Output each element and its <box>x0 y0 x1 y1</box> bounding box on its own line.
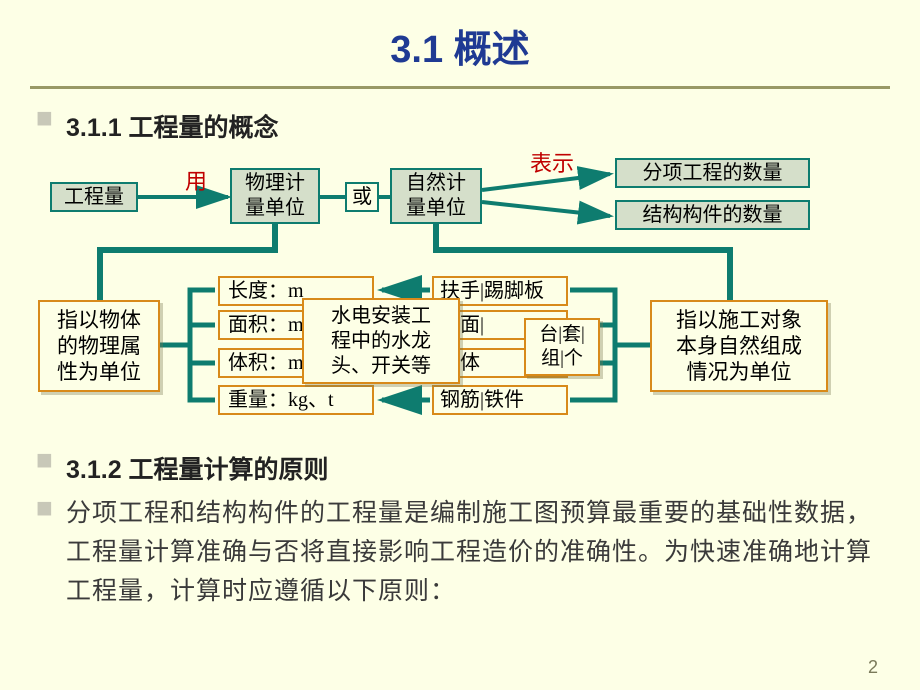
box-fxsl: 分项工程的数量 <box>615 158 810 188</box>
section-heading-1: 3.1.1 工程量的概念 <box>66 108 279 144</box>
box-shuidian: 水电安装工 程中的水龙 头、开关等 <box>302 298 460 384</box>
page-number: 2 <box>868 657 878 678</box>
page-title: 3.1 概述 <box>0 0 920 73</box>
bullet-icon: ■ <box>36 452 54 470</box>
concept-diagram: 工程量 用 物理计 量单位 或 自然计 量单位 表示 分项工程的数量 结构构件的… <box>30 150 890 440</box>
bullet-icon: ■ <box>36 110 54 128</box>
label-means: 表示 <box>530 146 574 178</box>
box-gangjin: 钢筋|铁件 <box>432 385 568 415</box>
section-heading-2: 3.1.2 工程量计算的原则 <box>66 450 329 486</box>
box-taizu: 台|套| 组|个 <box>524 318 600 376</box>
bullet-icon: ■ <box>36 500 54 518</box>
principle-paragraph: 分项工程和结构构件的工程量是编制施工图预算最重要的基础性数据，工程量计算准确与否… <box>66 495 886 611</box>
box-rightdesc: 指以施工对象 本身自然组成 情况为单位 <box>650 300 828 392</box>
box-leftdesc: 指以物体 的物理属 性为单位 <box>38 300 160 392</box>
divider <box>30 86 890 89</box>
box-gcl: 工程量 <box>50 182 138 212</box>
box-wt: 重量：kg、t <box>218 385 374 415</box>
label-use: 用 <box>185 164 207 196</box>
box-or: 或 <box>345 182 379 212</box>
box-jgsl: 结构构件的数量 <box>615 200 810 230</box>
box-wuli: 物理计 量单位 <box>230 168 320 224</box>
box-ziran: 自然计 量单位 <box>390 168 482 224</box>
